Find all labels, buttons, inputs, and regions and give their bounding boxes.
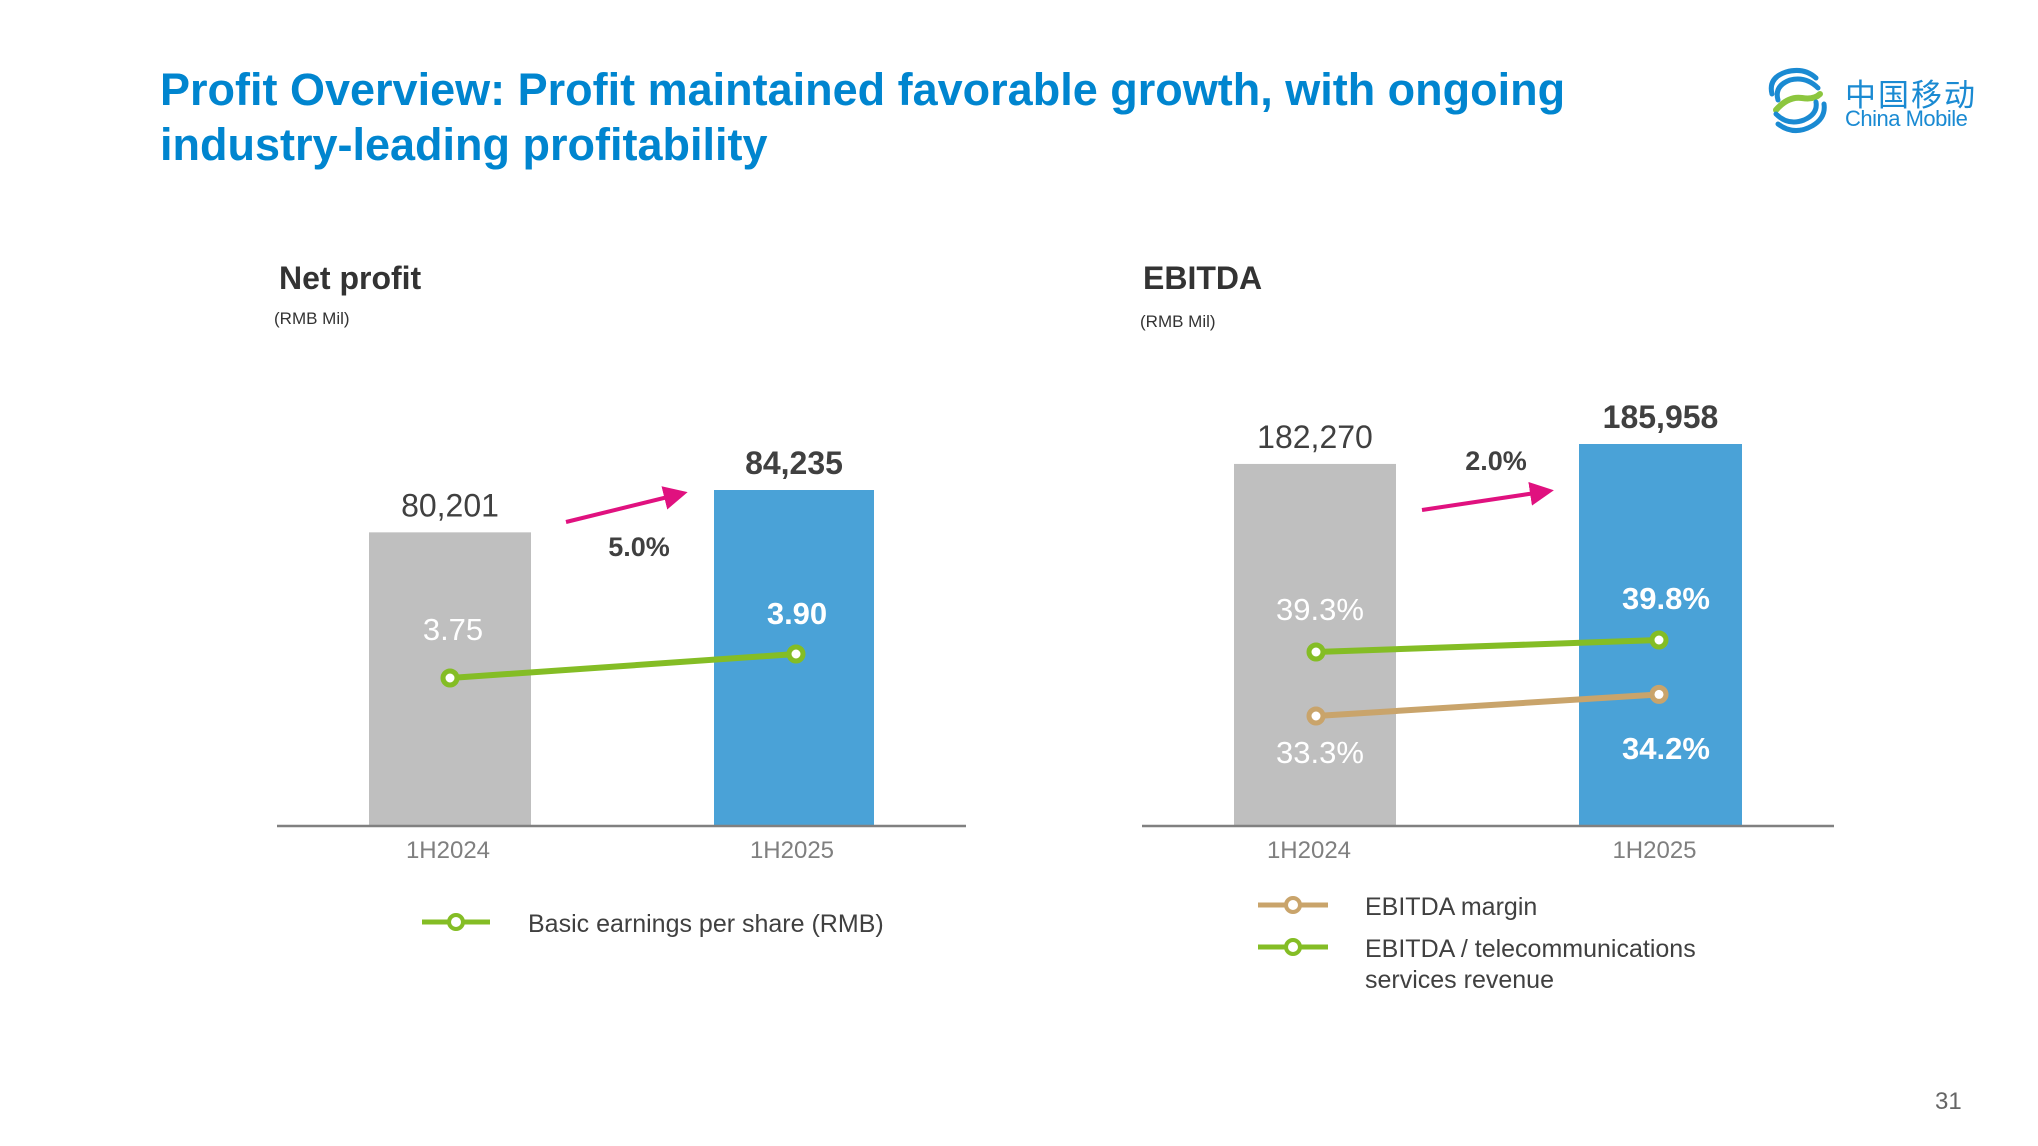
legend-revenue-ratio-label-line-1: EBITDA / telecommunications xyxy=(1365,935,1696,963)
net-profit-heading: Net profit xyxy=(279,260,422,296)
ebitda-unit: (RMB Mil) xyxy=(1140,312,1216,331)
legend-revenue-ratio-marker-icon xyxy=(1284,938,1302,956)
net-profit-legend: Basic earnings per share (RMB) xyxy=(422,910,884,938)
legend-eps-marker-icon xyxy=(447,913,465,931)
legend-eps-label: Basic earnings per share (RMB) xyxy=(528,910,884,938)
net-profit-unit: (RMB Mil) xyxy=(274,309,350,328)
growth-arrow-icon xyxy=(565,486,688,524)
ebitda-category-1h2025: 1H2025 xyxy=(1612,837,1696,864)
ebitda-revenue-ratio-label-1h2024: 39.3% xyxy=(1276,592,1364,627)
net-profit-value-label-1h2024: 80,201 xyxy=(401,487,499,523)
eps-label-1h2025: 3.90 xyxy=(767,596,827,631)
eps-point-1h2025 xyxy=(786,644,806,664)
legend-margin-marker-icon xyxy=(1284,896,1302,914)
ebitda-legend: EBITDA margin EBITDA / telecommunication… xyxy=(1258,893,1696,994)
slide-title-line-1: Profit Overview: Profit maintained favor… xyxy=(160,64,1566,115)
legend-margin-label: EBITDA margin xyxy=(1365,893,1537,921)
ebitda-value-label-1h2025: 185,958 xyxy=(1603,399,1719,435)
eps-point-1h2024 xyxy=(440,668,460,688)
net-profit-category-1h2024: 1H2024 xyxy=(406,837,490,864)
ebitda-revenue-ratio-line xyxy=(1315,637,1660,655)
net-profit-chart: 80,201 84,235 5.0% 3.75 3.90 1H2024 1H20… xyxy=(277,445,966,938)
ebitda-value-label-1h2024: 182,270 xyxy=(1257,419,1373,455)
eps-label-1h2024: 3.75 xyxy=(423,612,483,647)
net-profit-value-label-1h2025: 84,235 xyxy=(745,445,843,481)
ebitda-margin-point-1h2025 xyxy=(1649,684,1669,704)
ebitda-margin-label-1h2024: 33.3% xyxy=(1276,735,1364,770)
ebitda-chart: 182,270 185,958 2.0% 39.3% 39.8% 33.3% 3… xyxy=(1142,399,1834,994)
ebitda-revenue-ratio-point-1h2024 xyxy=(1306,642,1326,662)
net-profit-growth-label: 5.0% xyxy=(608,532,670,562)
ebitda-heading: EBITDA xyxy=(1143,260,1263,296)
ebitda-margin-point-1h2024 xyxy=(1306,706,1326,726)
slide-title-line-2: industry-leading profitability xyxy=(160,119,768,170)
ebitda-margin-label-1h2025: 34.2% xyxy=(1622,731,1710,766)
ebitda-growth-label: 2.0% xyxy=(1465,446,1527,476)
slide-title: Profit Overview: Profit maintained favor… xyxy=(160,62,1660,172)
ebitda-revenue-ratio-point-1h2025 xyxy=(1649,630,1669,650)
legend-revenue-ratio-label-line-2: services revenue xyxy=(1365,966,1554,994)
growth-arrow-icon xyxy=(1421,481,1554,512)
china-mobile-logo-icon xyxy=(1768,68,1827,133)
logo-chinese-text: 中国移动 xyxy=(1845,78,1977,114)
ebitda-revenue-ratio-label-1h2025: 39.8% xyxy=(1622,581,1710,616)
net-profit-category-1h2025: 1H2025 xyxy=(750,837,834,864)
page-number: 31 xyxy=(1935,1088,1962,1115)
logo-english-text: China Mobile xyxy=(1845,106,1968,131)
ebitda-category-1h2024: 1H2024 xyxy=(1267,837,1351,864)
ebitda-margin-line xyxy=(1315,691,1660,719)
eps-line xyxy=(449,651,797,681)
